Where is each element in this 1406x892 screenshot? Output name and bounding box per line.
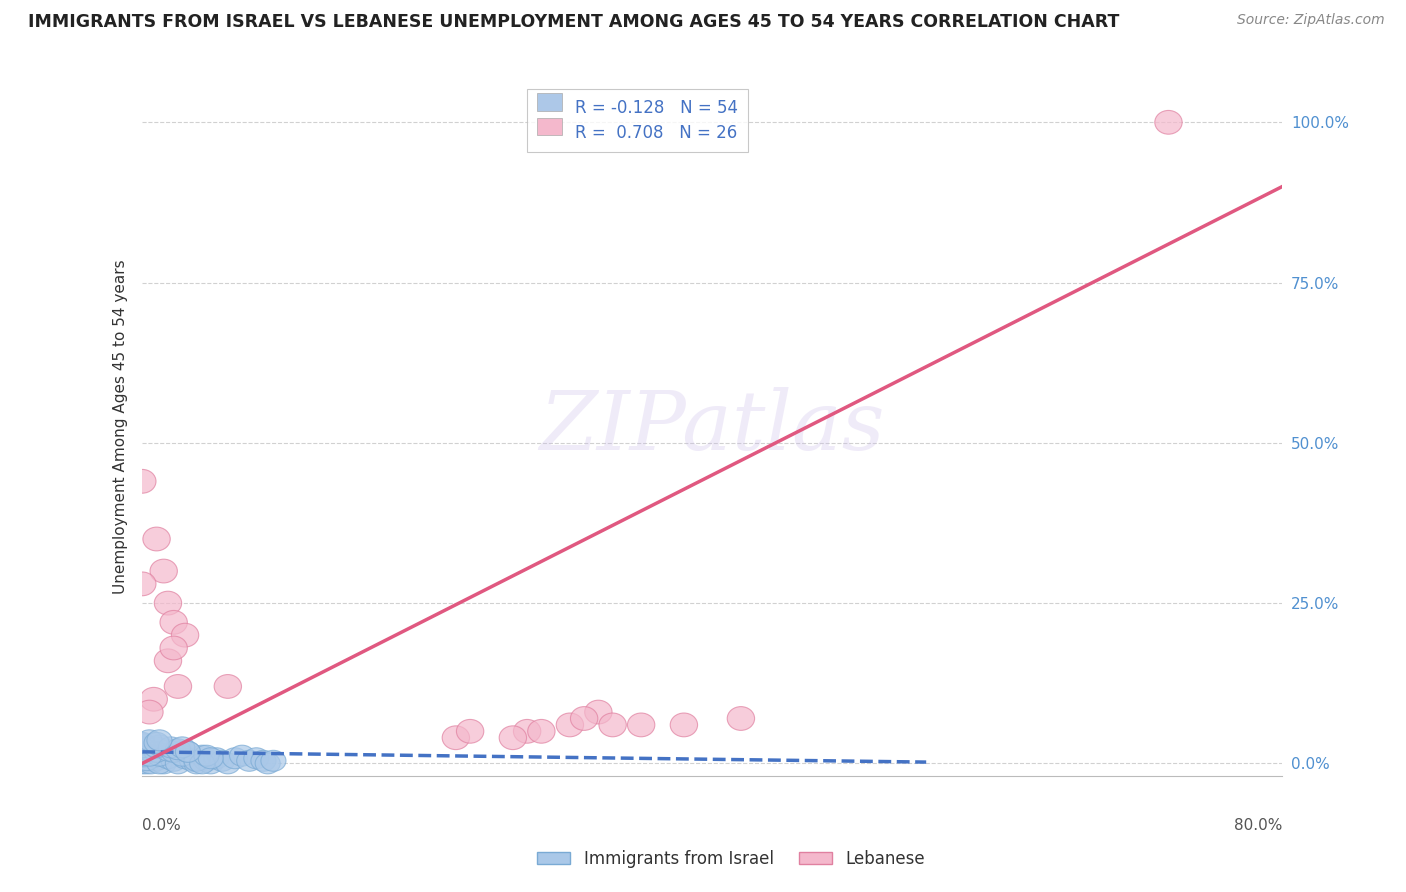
Ellipse shape	[571, 706, 598, 731]
Ellipse shape	[262, 750, 285, 772]
Text: Source: ZipAtlas.com: Source: ZipAtlas.com	[1237, 13, 1385, 28]
Ellipse shape	[190, 745, 215, 766]
Ellipse shape	[165, 674, 191, 698]
Ellipse shape	[727, 706, 755, 731]
Ellipse shape	[184, 750, 209, 772]
Ellipse shape	[155, 648, 181, 673]
Ellipse shape	[585, 700, 612, 724]
Ellipse shape	[155, 591, 181, 615]
Ellipse shape	[129, 743, 155, 764]
Ellipse shape	[222, 747, 247, 769]
Ellipse shape	[204, 747, 229, 769]
Ellipse shape	[236, 750, 262, 772]
Ellipse shape	[128, 572, 156, 596]
Text: ZIPatlas: ZIPatlas	[540, 387, 886, 467]
Ellipse shape	[141, 688, 167, 711]
Ellipse shape	[128, 469, 156, 493]
Legend: R = -0.128   N = 54, R =  0.708   N = 26: R = -0.128 N = 54, R = 0.708 N = 26	[527, 89, 748, 153]
Ellipse shape	[143, 737, 169, 758]
Ellipse shape	[671, 713, 697, 737]
Ellipse shape	[143, 741, 169, 763]
Ellipse shape	[229, 745, 254, 766]
Text: 0.0%: 0.0%	[142, 818, 181, 833]
Ellipse shape	[215, 753, 240, 774]
Ellipse shape	[527, 720, 555, 743]
Ellipse shape	[129, 745, 155, 766]
Ellipse shape	[160, 636, 187, 660]
Ellipse shape	[136, 745, 162, 766]
Ellipse shape	[599, 713, 626, 737]
Ellipse shape	[176, 741, 201, 763]
Ellipse shape	[150, 559, 177, 583]
Ellipse shape	[194, 745, 219, 766]
Ellipse shape	[254, 753, 280, 774]
Ellipse shape	[198, 753, 224, 774]
Ellipse shape	[184, 753, 209, 774]
Ellipse shape	[172, 624, 198, 647]
Ellipse shape	[136, 740, 162, 761]
Ellipse shape	[173, 747, 198, 769]
Ellipse shape	[146, 753, 172, 774]
Ellipse shape	[162, 741, 186, 763]
Ellipse shape	[214, 674, 242, 698]
Ellipse shape	[513, 720, 541, 743]
Ellipse shape	[441, 726, 470, 749]
Ellipse shape	[557, 713, 583, 737]
Ellipse shape	[129, 732, 155, 754]
Ellipse shape	[499, 726, 527, 749]
Ellipse shape	[143, 749, 169, 771]
Ellipse shape	[1154, 111, 1182, 134]
Ellipse shape	[138, 753, 163, 774]
Ellipse shape	[166, 753, 190, 774]
Ellipse shape	[250, 750, 276, 772]
Ellipse shape	[129, 733, 155, 755]
Legend: Immigrants from Israel, Lebanese: Immigrants from Israel, Lebanese	[530, 844, 932, 875]
Ellipse shape	[166, 739, 190, 760]
Ellipse shape	[134, 753, 159, 774]
Ellipse shape	[129, 747, 155, 767]
Ellipse shape	[160, 610, 187, 634]
Ellipse shape	[156, 747, 180, 769]
Ellipse shape	[146, 735, 172, 756]
Ellipse shape	[159, 737, 183, 758]
Ellipse shape	[198, 747, 224, 769]
Ellipse shape	[190, 753, 215, 774]
Text: IMMIGRANTS FROM ISRAEL VS LEBANESE UNEMPLOYMENT AMONG AGES 45 TO 54 YEARS CORREL: IMMIGRANTS FROM ISRAEL VS LEBANESE UNEMP…	[28, 13, 1119, 31]
Ellipse shape	[146, 745, 172, 766]
Ellipse shape	[129, 737, 155, 758]
Text: 80.0%: 80.0%	[1234, 818, 1282, 833]
Ellipse shape	[209, 750, 235, 772]
Ellipse shape	[136, 700, 163, 724]
Ellipse shape	[243, 747, 269, 769]
Ellipse shape	[134, 749, 159, 771]
Ellipse shape	[180, 750, 205, 772]
Ellipse shape	[146, 730, 172, 751]
Ellipse shape	[143, 732, 169, 754]
Ellipse shape	[627, 713, 655, 737]
Ellipse shape	[141, 747, 166, 767]
Ellipse shape	[176, 741, 201, 763]
Ellipse shape	[457, 720, 484, 743]
Ellipse shape	[156, 740, 180, 761]
Ellipse shape	[170, 737, 195, 758]
Ellipse shape	[136, 730, 162, 751]
Ellipse shape	[152, 753, 176, 774]
Y-axis label: Unemployment Among Ages 45 to 54 years: Unemployment Among Ages 45 to 54 years	[114, 260, 128, 594]
Ellipse shape	[162, 750, 186, 772]
Ellipse shape	[194, 750, 219, 772]
Ellipse shape	[143, 527, 170, 551]
Ellipse shape	[170, 745, 195, 766]
Ellipse shape	[129, 753, 155, 774]
